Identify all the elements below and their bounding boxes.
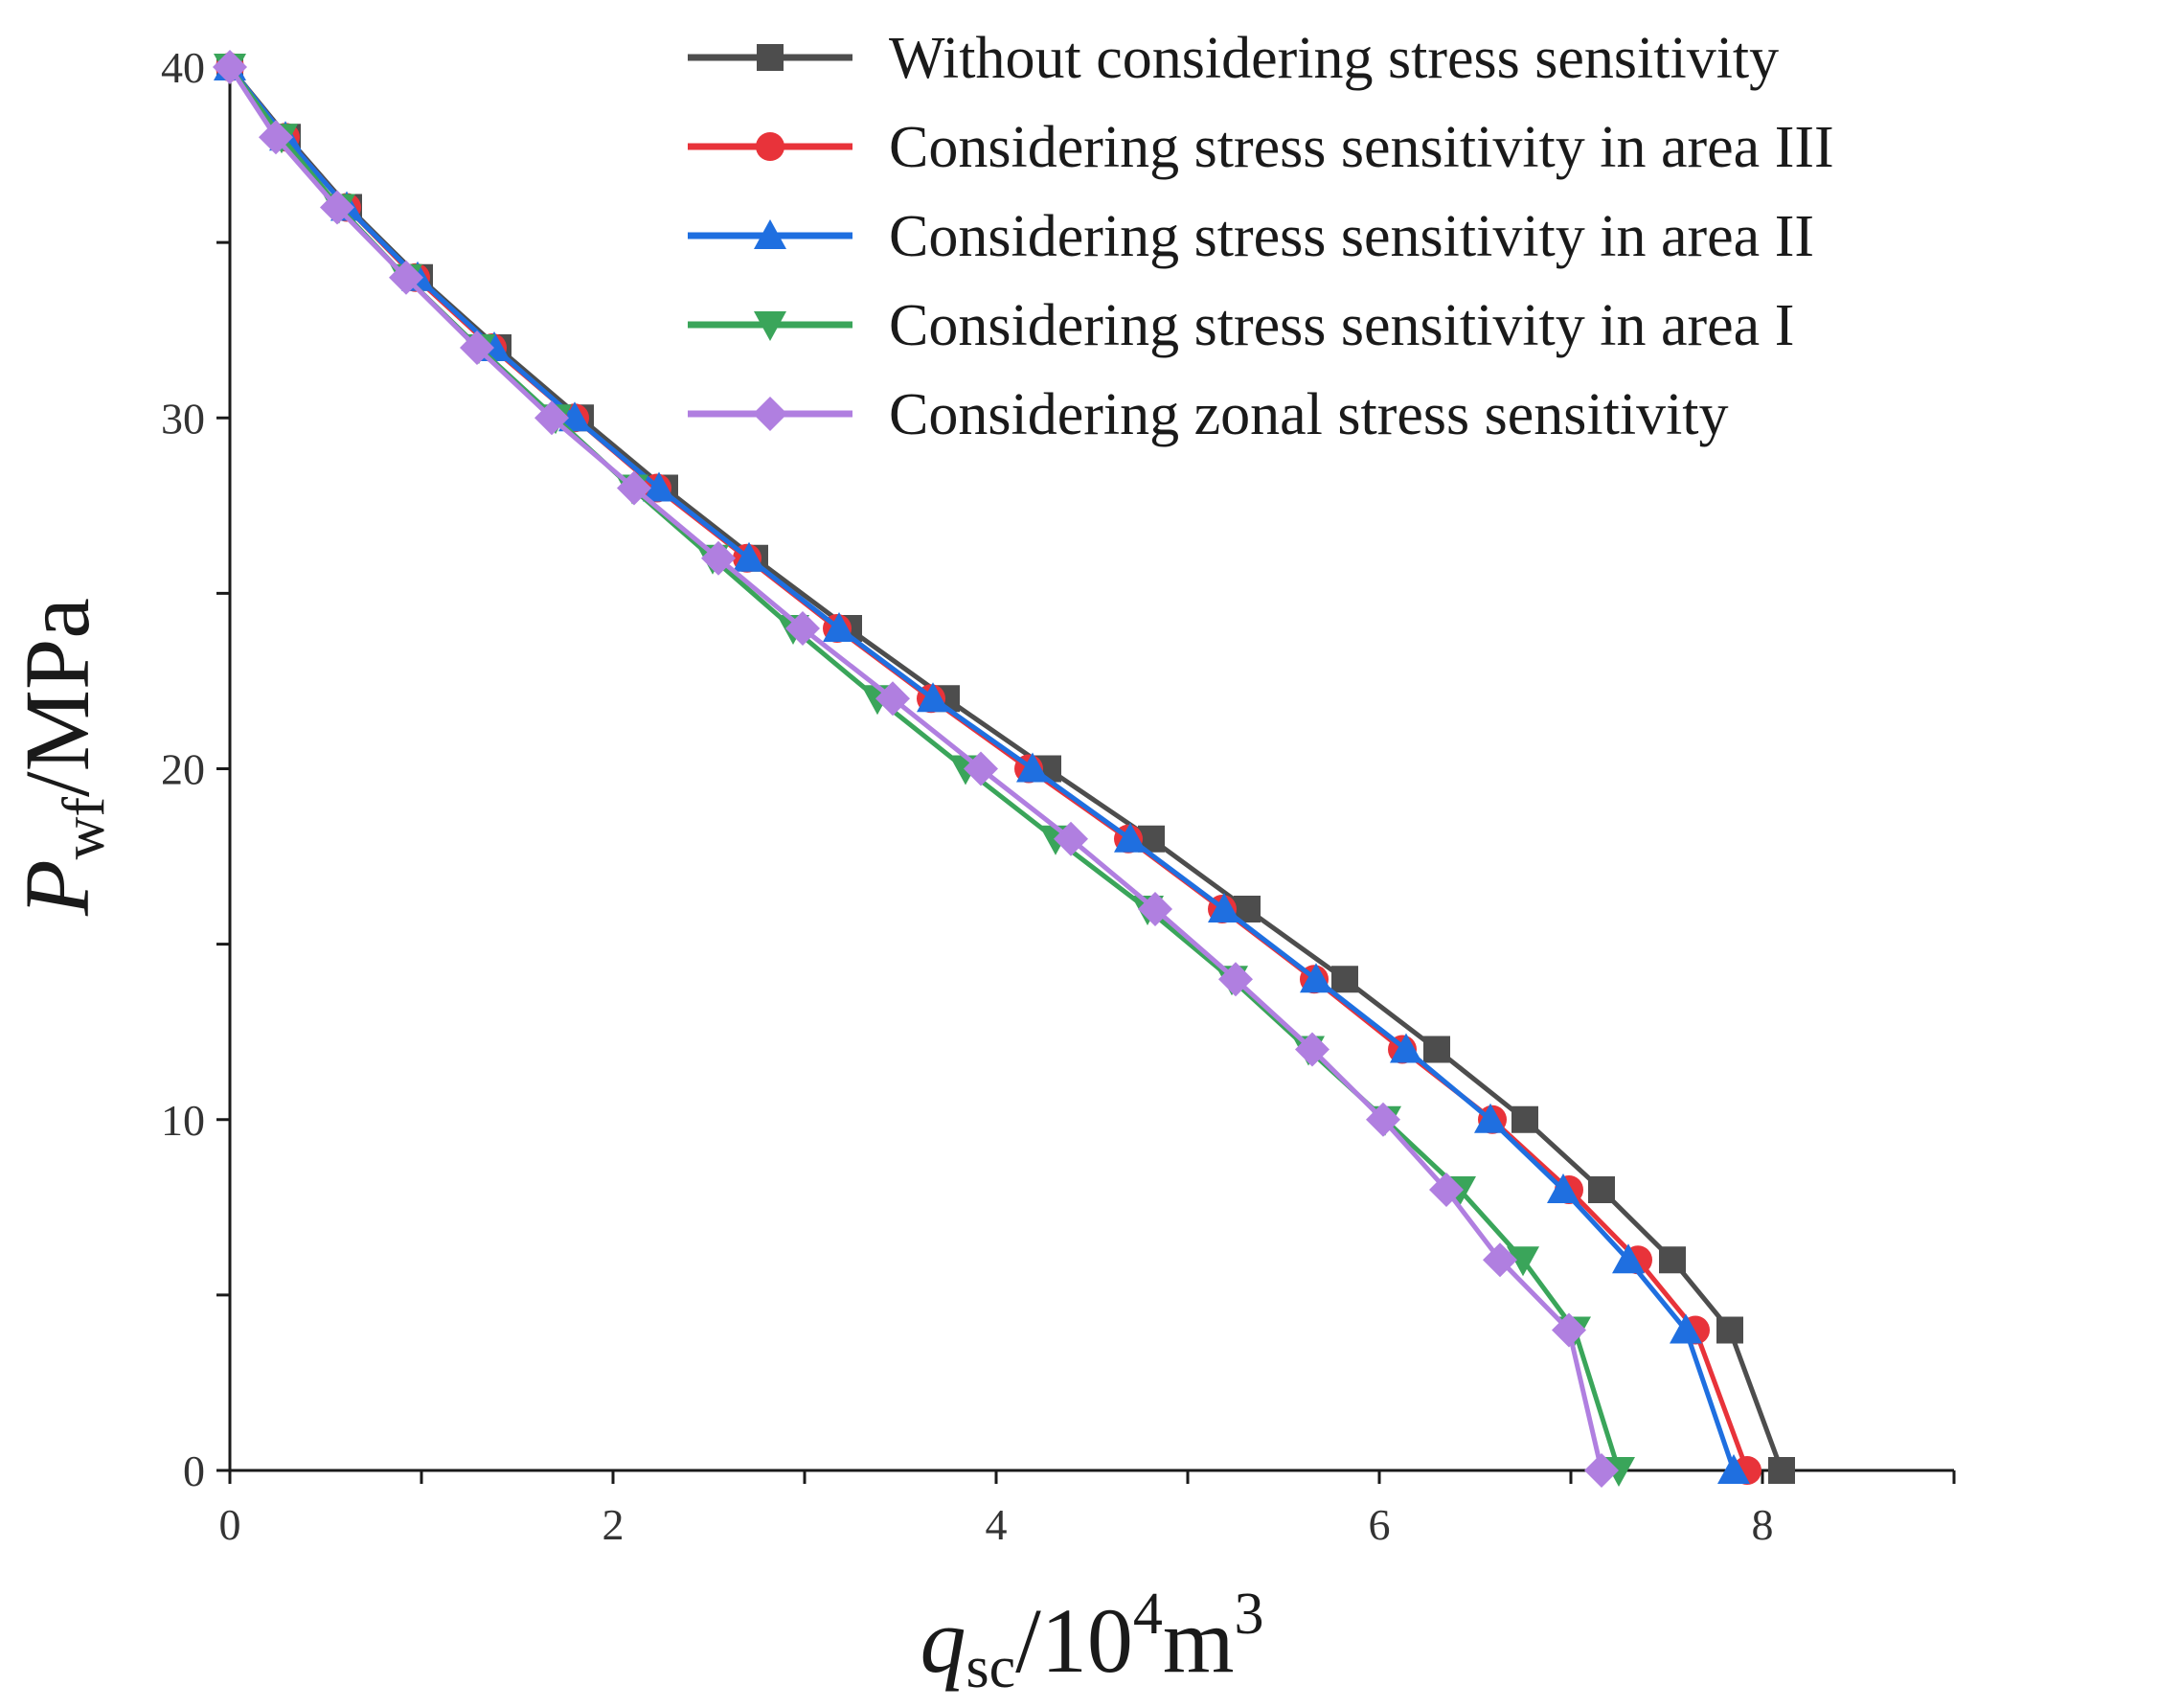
x-tick-label: 6 bbox=[1369, 1500, 1391, 1549]
data-point bbox=[1054, 821, 1088, 856]
data-point bbox=[1016, 752, 1049, 783]
legend: Without considering stress sensitivity Co… bbox=[688, 26, 1834, 447]
series-line bbox=[227, 65, 1604, 1471]
data-point bbox=[617, 470, 651, 506]
legend-label: Without considering stress sensitivity bbox=[889, 26, 1779, 91]
y-tick-label: 0 bbox=[183, 1446, 205, 1495]
legend-label: Considering stress sensitivity in area I… bbox=[889, 204, 1814, 269]
data-point bbox=[1670, 1313, 1702, 1344]
data-point bbox=[823, 612, 855, 642]
data-point bbox=[1717, 1454, 1750, 1484]
legend-label: Considering stress sensitivity in area I bbox=[889, 293, 1794, 358]
data-point bbox=[1295, 1032, 1329, 1067]
data-point bbox=[875, 681, 910, 717]
data-point bbox=[1366, 1102, 1400, 1137]
x-axis-title: qsc/104m3 bbox=[920, 1582, 1264, 1700]
legend-marker bbox=[753, 397, 787, 431]
x-tick-label: 4 bbox=[986, 1500, 1008, 1549]
data-point bbox=[259, 120, 293, 155]
y-tick-label: 20 bbox=[161, 745, 205, 794]
data-point bbox=[1423, 1036, 1450, 1063]
data-point bbox=[1547, 1173, 1579, 1203]
data-point bbox=[1716, 1316, 1743, 1344]
data-point bbox=[1429, 1173, 1464, 1207]
data-point bbox=[1300, 963, 1332, 993]
legend-label: Considering stress sensitivity in area I… bbox=[889, 115, 1834, 180]
y-tick-label: 10 bbox=[161, 1096, 205, 1145]
data-point bbox=[1474, 1103, 1507, 1133]
series-layer bbox=[213, 50, 1795, 1488]
y-tick-label: 30 bbox=[161, 394, 205, 443]
data-point bbox=[733, 541, 765, 572]
legend-marker bbox=[756, 132, 784, 161]
y-axis-title: Pwf/MPa bbox=[6, 598, 117, 917]
legend-item: Considering stress sensitivity in area I… bbox=[688, 204, 1814, 269]
data-point bbox=[1483, 1242, 1517, 1278]
data-point bbox=[643, 471, 675, 502]
legend-item: Considering stress sensitivity in area I bbox=[688, 293, 1794, 358]
legend-item: Without considering stress sensitivity bbox=[688, 26, 1779, 91]
series-line bbox=[228, 65, 1784, 1471]
x-tick-label: 0 bbox=[219, 1500, 241, 1549]
data-point bbox=[558, 401, 591, 432]
legend-marker bbox=[754, 311, 786, 341]
legend-marker bbox=[754, 219, 786, 249]
y-tick-label: 40 bbox=[161, 43, 205, 92]
series-line bbox=[227, 65, 1622, 1471]
data-point bbox=[460, 330, 494, 365]
data-point bbox=[213, 50, 247, 84]
data-point bbox=[1331, 966, 1358, 993]
data-point bbox=[1218, 962, 1253, 997]
data-point bbox=[1114, 822, 1147, 853]
legend-item: Considering stress sensitivity in area I… bbox=[688, 115, 1834, 180]
data-point bbox=[1659, 1246, 1686, 1274]
legend-label: Considering zonal stress sensitivity bbox=[889, 382, 1729, 447]
legend-item: Considering zonal stress sensitivity bbox=[688, 382, 1729, 447]
data-point bbox=[389, 260, 423, 295]
data-point bbox=[1138, 892, 1172, 926]
data-point bbox=[1588, 1176, 1615, 1203]
data-point bbox=[1507, 1246, 1539, 1277]
data-point bbox=[1511, 1105, 1538, 1133]
data-point bbox=[1390, 1033, 1422, 1063]
data-point bbox=[1768, 1457, 1795, 1484]
data-point bbox=[785, 611, 820, 646]
data-point bbox=[320, 190, 354, 225]
data-point bbox=[534, 400, 569, 436]
data-point bbox=[1552, 1312, 1586, 1348]
data-point bbox=[701, 540, 736, 576]
data-point bbox=[964, 751, 998, 786]
data-point bbox=[1584, 1453, 1619, 1488]
series-5 bbox=[213, 50, 1619, 1488]
data-point bbox=[917, 682, 949, 713]
axes: 0 2 4 6 8 0 10 20 30 40 bbox=[161, 43, 1956, 1549]
data-point bbox=[1612, 1243, 1645, 1274]
data-point bbox=[1208, 893, 1240, 922]
legend-marker bbox=[757, 44, 784, 71]
x-tick-label: 2 bbox=[602, 1500, 625, 1549]
x-tick-label: 8 bbox=[1752, 1500, 1774, 1549]
